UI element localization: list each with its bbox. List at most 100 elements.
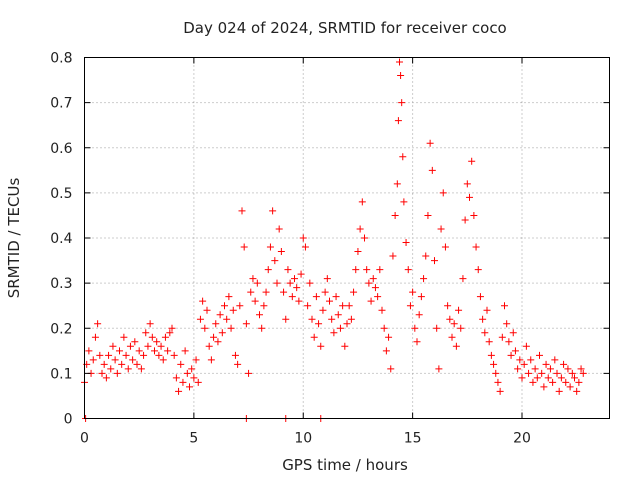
data-point	[538, 369, 546, 377]
data-point	[496, 387, 504, 395]
data-point	[341, 342, 349, 350]
data-point	[557, 374, 565, 382]
data-point	[371, 284, 379, 292]
data-point	[374, 293, 382, 301]
data-point	[472, 243, 480, 251]
data-point	[317, 342, 325, 350]
data-point	[186, 383, 193, 391]
data-point	[525, 369, 533, 377]
data-point	[483, 306, 491, 314]
data-point	[181, 347, 189, 355]
data-point	[398, 99, 406, 107]
x-tick-label: 5	[189, 431, 198, 447]
data-point	[409, 288, 417, 296]
x-tick-label: 15	[404, 431, 422, 447]
data-point	[446, 315, 454, 323]
data-point	[568, 369, 576, 377]
data-point	[369, 275, 377, 283]
data-point	[380, 324, 388, 332]
data-point	[402, 239, 410, 247]
data-point	[393, 180, 401, 188]
data-point	[533, 374, 541, 382]
y-tick-label: 0.1	[50, 366, 72, 382]
data-point	[367, 297, 375, 305]
data-point	[520, 360, 528, 368]
y-tick-label: 0.3	[50, 276, 72, 292]
data-point	[540, 383, 548, 391]
data-point	[511, 347, 519, 355]
data-point	[376, 266, 384, 274]
data-point	[321, 288, 329, 296]
data-point	[396, 58, 403, 66]
x-tick-label: 0	[80, 431, 89, 447]
data-point	[238, 207, 246, 215]
data-point	[476, 293, 484, 301]
data-point	[231, 351, 239, 359]
x-tick-label: 10	[294, 431, 312, 447]
data-point	[312, 293, 320, 301]
data-point	[245, 369, 253, 377]
data-point	[551, 356, 559, 364]
data-point	[479, 315, 487, 323]
data-point	[146, 320, 154, 328]
data-point	[194, 378, 202, 386]
data-point	[444, 302, 452, 310]
data-point	[293, 284, 301, 292]
data-point	[470, 211, 478, 219]
data-point	[164, 347, 172, 355]
data-point	[306, 279, 314, 287]
data-point	[236, 302, 244, 310]
data-point	[385, 333, 393, 341]
data-point	[577, 365, 585, 373]
data-point	[487, 351, 495, 359]
data-point	[275, 225, 283, 233]
data-point	[142, 329, 150, 337]
data-point	[417, 293, 425, 301]
data-point	[361, 234, 368, 242]
data-point	[131, 338, 139, 346]
data-point	[347, 315, 355, 323]
data-point	[468, 157, 476, 165]
data-point	[196, 315, 204, 323]
data-point	[299, 234, 307, 242]
data-point	[251, 297, 259, 305]
x-axis-label: GPS time / hours	[282, 456, 408, 474]
data-point	[201, 324, 209, 332]
data-point	[459, 275, 467, 283]
data-point	[315, 320, 323, 328]
data-point	[258, 324, 266, 332]
data-point	[450, 320, 458, 328]
data-point	[122, 351, 130, 359]
data-point	[273, 279, 281, 287]
data-point	[564, 365, 572, 373]
data-point	[389, 252, 397, 260]
data-point	[98, 369, 106, 377]
data-point	[214, 338, 222, 346]
data-point	[159, 356, 167, 364]
data-point	[218, 329, 226, 337]
data-point	[579, 369, 587, 377]
data-point	[503, 320, 511, 328]
data-point	[264, 266, 272, 274]
data-point	[295, 297, 303, 305]
data-point	[107, 365, 115, 373]
data-point	[522, 342, 530, 350]
data-point	[514, 365, 522, 373]
data-point	[247, 288, 255, 296]
data-point	[288, 293, 296, 301]
data-point	[102, 374, 110, 382]
data-point	[170, 351, 178, 359]
data-point	[494, 378, 502, 386]
data-point	[175, 387, 183, 395]
data-point	[155, 351, 163, 359]
data-point	[420, 275, 428, 283]
data-point	[566, 383, 574, 391]
data-point	[435, 365, 443, 373]
data-point	[133, 360, 141, 368]
data-point	[397, 72, 405, 80]
data-point	[118, 360, 126, 368]
data-point	[161, 333, 169, 341]
data-point	[571, 374, 578, 382]
data-point	[166, 329, 174, 337]
